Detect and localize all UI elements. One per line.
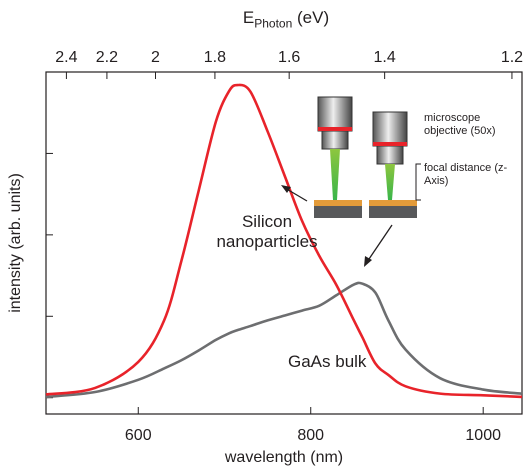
x-tick-label: 800 <box>297 427 324 444</box>
x2-tick-label: 2.2 <box>96 49 118 66</box>
x2-tick-label: 1.4 <box>374 49 396 66</box>
x2-tick-label: 1.8 <box>204 49 226 66</box>
x2-tick-label: 1.6 <box>278 49 300 66</box>
x2-tick-label: 2.4 <box>55 49 77 66</box>
x2-tick-label: 2 <box>151 49 160 66</box>
y-axis-label: intensity (arb. units) <box>7 173 24 313</box>
annotation: focal distance (z-Axis) <box>424 162 508 188</box>
x2-label: EPhoton (eV) <box>36 8 524 31</box>
x2-label-unit: (eV) <box>297 8 330 27</box>
annotation: microscope objective (50x) <box>424 112 496 138</box>
series-label: Silicon nanoparticles <box>216 212 318 252</box>
x-axis-label: wavelength (nm) <box>224 449 343 466</box>
x2-label-symbol: E <box>242 8 255 27</box>
plot-frame <box>45 71 523 415</box>
x-tick-label: 1000 <box>465 427 501 444</box>
series-line <box>45 281 523 399</box>
x2-label-subscript: Photon <box>254 16 293 31</box>
x2-tick-label: 1.2 <box>501 49 523 66</box>
microscope-icons <box>281 96 421 267</box>
x-tick-label: 600 <box>125 427 152 444</box>
series-label: GaAs bulk <box>288 352 367 371</box>
series-line <box>45 83 523 399</box>
